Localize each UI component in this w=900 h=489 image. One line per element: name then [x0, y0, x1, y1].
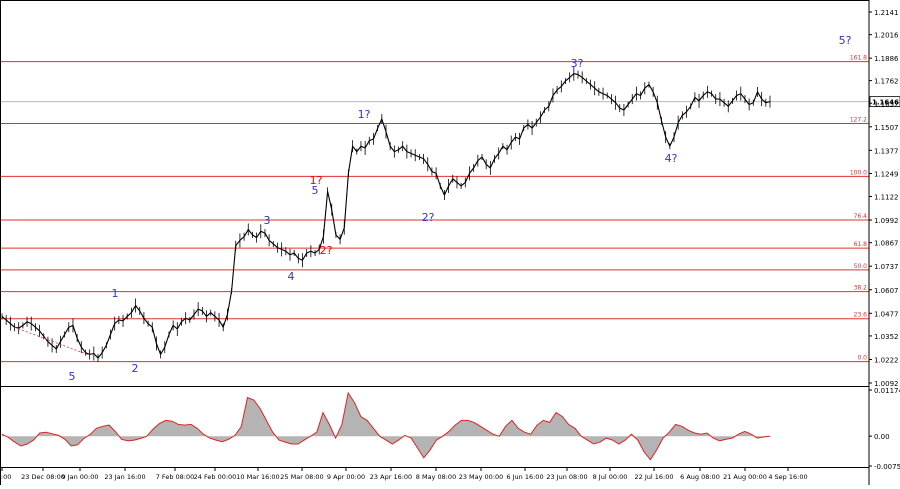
fib-level-label: 161.8 [850, 55, 867, 62]
fib-level-label: 38.2 [854, 285, 868, 292]
y-tick-label: 1.2016 [874, 32, 899, 40]
y-tick-label: 1.0607 [874, 287, 899, 295]
x-tick-label: 24 Feb 00:00 [194, 473, 237, 481]
fib-level-label: 23.6 [854, 312, 868, 319]
x-tick-label: 8 Jul 00:00 [593, 473, 628, 481]
fib-level-label: 127.2 [850, 117, 867, 124]
osc-y-tick-label: -0.00759 [874, 463, 900, 471]
y-tick-label: 1.2141 [874, 9, 899, 17]
wave-label: 1 [112, 287, 119, 300]
x-tick-label: 10 Mar 16:00 [236, 473, 279, 481]
x-tick-label: 6 Aug 08:00 [680, 473, 720, 481]
wave-label: 1? [358, 108, 371, 121]
y-tick-label: 1.0352 [874, 333, 899, 341]
current-price-label: 1.1646 [872, 99, 899, 107]
wave-label: 1? [310, 174, 323, 187]
x-tick-label: 7 Feb 08:00 [156, 473, 195, 481]
y-tick-label: 1.1507 [874, 124, 899, 132]
fib-level-label: 76.4 [854, 213, 868, 220]
wave-label: 4 [288, 270, 295, 283]
x-tick-label: 16:00 [0, 473, 11, 481]
wave-label: 2? [422, 211, 435, 224]
wave-label: 3? [571, 57, 584, 70]
osc-y-tick-label: 0.01174 [874, 387, 900, 395]
fib-level-label: 100.0 [850, 169, 867, 176]
main-chart: 161.8 127.2 100.0 76.4 61.8 50.0 38.2 23.6 0.0 1.… [0, 34, 900, 383]
wave-label: 4? [665, 152, 678, 165]
current-price-tag [869, 96, 900, 108]
wave-label: 5 [312, 184, 319, 197]
wave-label: 5 [69, 370, 76, 383]
x-tick-label: 6 Jun 16:00 [506, 473, 543, 481]
y-tick-label: 1.0992 [874, 217, 899, 225]
x-tick-label: 9 Jan 00:00 [61, 473, 98, 481]
x-tick-label: 4 Sep 16:00 [768, 473, 807, 481]
y-tick-label: 1.0092 [874, 380, 899, 388]
trend-dashed-line [14, 326, 90, 356]
x-tick-label: 25 Mar 08:00 [280, 473, 323, 481]
oscillator-signal-line [1, 391, 771, 461]
x-tick-label: 23 Jan 16:00 [104, 473, 145, 481]
y-tick-label: 1.0737 [874, 263, 899, 271]
chart-frame [0, 0, 870, 486]
x-tick-label: 23 Apr 16:00 [370, 473, 412, 481]
y-tick-label: 1.0867 [874, 240, 899, 248]
oscillator-chart [1, 391, 771, 461]
fib-level-label: 50.0 [854, 263, 868, 270]
x-tick-label: 21 Aug 00:00 [723, 473, 767, 481]
wave-label: 2 [132, 362, 139, 375]
wave-label: 5? [839, 34, 852, 47]
y-tick-label: 1.1886 [874, 55, 899, 63]
y-tick-label: 1.1377 [874, 147, 899, 155]
wave-label: 3 [264, 214, 271, 227]
y-tick-label: 1.1762 [874, 78, 899, 86]
y-tick-label: 1.0222 [874, 356, 899, 364]
x-tick-label: 23 May 00:00 [459, 473, 504, 481]
x-tick-label: 8 May 08:00 [416, 473, 456, 481]
y-tick-label: 1.1249 [874, 171, 899, 179]
y-tick-label: 1.1637 [874, 100, 899, 108]
oscillator-histogram [2, 392, 770, 460]
x-tick-label: 23 Jun 08:00 [546, 473, 587, 481]
x-tick-label: 22 Jul 16:00 [635, 473, 674, 481]
wave-label: 2? [320, 244, 333, 257]
y-tick-label: 1.1122 [874, 194, 899, 202]
osc-y-tick-label: 0.00 [874, 433, 890, 441]
x-tick-label: 9 Apr 00:00 [327, 473, 365, 481]
price-series-line [1, 73, 771, 359]
fib-level-label: 0.0 [857, 355, 867, 362]
fib-level-label: 61.8 [854, 241, 868, 248]
x-tick-label: 23 Dec 08:00 [21, 473, 65, 481]
y-tick-label: 1.0477 [874, 310, 899, 318]
